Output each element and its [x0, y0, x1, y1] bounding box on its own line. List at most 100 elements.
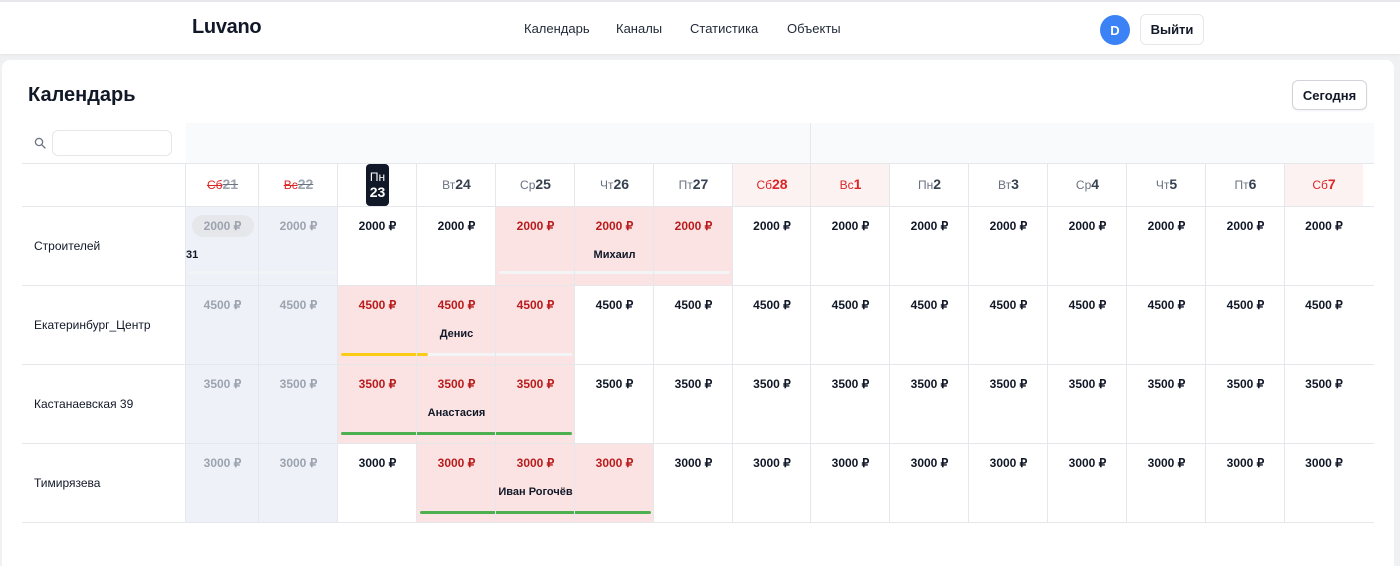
- day-cell[interactable]: 4500 ₽: [186, 286, 259, 364]
- cell-price: 2000 ₽: [1068, 219, 1107, 233]
- day-cell[interactable]: 3000 ₽: [890, 444, 969, 522]
- day-cell[interactable]: 2000 ₽: [811, 207, 890, 285]
- nav-properties[interactable]: Объекты: [787, 21, 841, 36]
- day-label: Пт27: [679, 176, 709, 194]
- booking-guest-name[interactable]: Анастасия: [427, 407, 486, 419]
- day-cell[interactable]: 4500 ₽: [654, 286, 733, 364]
- grid-line: [495, 163, 496, 523]
- today-button[interactable]: Сегодня: [1292, 80, 1367, 110]
- day-cell[interactable]: 4500 ₽: [417, 286, 496, 364]
- day-cell[interactable]: 4500 ₽: [733, 286, 811, 364]
- day-cell[interactable]: 3500 ₽: [1048, 365, 1127, 443]
- room-name[interactable]: Строителей: [34, 239, 101, 253]
- day-cell[interactable]: 3000 ₽: [417, 444, 496, 522]
- day-header: Ср4: [1048, 163, 1127, 207]
- grid-line: [889, 163, 890, 523]
- nav-channels[interactable]: Каналы: [616, 21, 663, 36]
- day-cell[interactable]: 2000 ₽: [417, 207, 496, 285]
- search-input[interactable]: [52, 130, 172, 156]
- day-cell[interactable]: 3500 ₽: [733, 365, 811, 443]
- day-cell[interactable]: 3000 ₽: [1206, 444, 1285, 522]
- day-cell[interactable]: 3000 ₽: [259, 444, 338, 522]
- day-cell[interactable]: 3000 ₽: [496, 444, 575, 522]
- day-cell[interactable]: 2000 ₽: [1285, 207, 1363, 285]
- day-cell[interactable]: 2000 ₽: [338, 207, 417, 285]
- day-cell[interactable]: 3500 ₽: [1206, 365, 1285, 443]
- day-cell[interactable]: 3000 ₽: [575, 444, 654, 522]
- day-cell[interactable]: 3000 ₽: [1127, 444, 1206, 522]
- grid-line: [1205, 163, 1206, 523]
- booking-bar[interactable]: [499, 271, 730, 274]
- day-cell[interactable]: 4500 ₽: [969, 286, 1048, 364]
- day-cell[interactable]: 4500 ₽: [1206, 286, 1285, 364]
- cell-price: 4500 ₽: [1068, 298, 1107, 312]
- day-of-week: Вс: [283, 178, 298, 192]
- cell-price: 3500 ₽: [989, 377, 1028, 391]
- day-cell[interactable]: 2000 ₽: [1127, 207, 1206, 285]
- booking-bar[interactable]: [341, 353, 572, 356]
- day-cell[interactable]: 3000 ₽: [733, 444, 811, 522]
- day-cell[interactable]: 3500 ₽: [338, 365, 417, 443]
- day-cell[interactable]: 3000 ₽: [969, 444, 1048, 522]
- day-cell[interactable]: 4500 ₽: [890, 286, 969, 364]
- booking-guest-name[interactable]: Денис: [439, 328, 474, 340]
- day-cell[interactable]: 3500 ₽: [1127, 365, 1206, 443]
- day-cell[interactable]: 2000 ₽: [733, 207, 811, 285]
- day-cell[interactable]: 3500 ₽: [654, 365, 733, 443]
- day-cell[interactable]: 3500 ₽: [186, 365, 259, 443]
- grid-line: [185, 163, 186, 523]
- day-cell[interactable]: 3500 ₽: [969, 365, 1048, 443]
- avatar[interactable]: D: [1100, 15, 1130, 45]
- day-cell[interactable]: 3000 ₽: [186, 444, 259, 522]
- booking-guest-name[interactable]: Иван Рогочёв: [498, 486, 573, 498]
- day-cell[interactable]: 3000 ₽: [811, 444, 890, 522]
- logout-button[interactable]: Выйти: [1140, 14, 1204, 45]
- day-cell[interactable]: 3500 ₽: [811, 365, 890, 443]
- day-cell[interactable]: 4500 ₽: [259, 286, 338, 364]
- day-cell[interactable]: 3500 ₽: [1285, 365, 1363, 443]
- cell-price: 2000 ₽: [1305, 219, 1343, 233]
- day-number: 24: [455, 176, 471, 192]
- day-cell[interactable]: 4500 ₽: [1127, 286, 1206, 364]
- booking-bar[interactable]: [420, 511, 651, 514]
- day-cell[interactable]: 2000 ₽: [890, 207, 969, 285]
- nav-calendar[interactable]: Календарь: [524, 21, 590, 36]
- day-cell[interactable]: 3000 ₽: [654, 444, 733, 522]
- day-cell[interactable]: 3500 ₽: [890, 365, 969, 443]
- day-cell[interactable]: 3000 ₽: [1048, 444, 1127, 522]
- nav-statistics[interactable]: Статистика: [690, 21, 759, 36]
- room-name[interactable]: Тимирязева: [34, 476, 101, 490]
- cell-price: 2000 ₽: [437, 219, 476, 233]
- grid-line: [22, 364, 1374, 365]
- day-of-week: Пт: [678, 178, 693, 192]
- day-cell[interactable]: 4500 ₽: [496, 286, 575, 364]
- day-cell[interactable]: 4500 ₽: [338, 286, 417, 364]
- day-cell[interactable]: 4500 ₽: [575, 286, 654, 364]
- room-name[interactable]: Екатеринбург_Центр: [34, 318, 151, 332]
- day-cell[interactable]: 2000 ₽: [969, 207, 1048, 285]
- day-label: Ср4: [1076, 176, 1099, 194]
- room-name[interactable]: Кастанаевская 39: [34, 397, 134, 411]
- today-marker: Пн 23: [366, 164, 389, 206]
- day-cell[interactable]: 3500 ₽: [496, 365, 575, 443]
- day-cell[interactable]: 3500 ₽: [575, 365, 654, 443]
- day-cell[interactable]: 4500 ₽: [1285, 286, 1363, 364]
- booking-guest-name[interactable]: 31: [186, 249, 199, 261]
- booking-guest-name[interactable]: Михаил: [593, 249, 636, 261]
- app-logo[interactable]: Luvano: [192, 16, 262, 38]
- day-number: 23: [369, 183, 386, 200]
- day-cell[interactable]: 3500 ₽: [417, 365, 496, 443]
- day-cell[interactable]: 3500 ₽: [259, 365, 338, 443]
- booking-bar[interactable]: [341, 432, 572, 435]
- day-cell[interactable]: 2000 ₽: [1206, 207, 1285, 285]
- day-cell[interactable]: 4500 ₽: [811, 286, 890, 364]
- day-cell[interactable]: 3000 ₽: [338, 444, 417, 522]
- day-header: Вс1: [811, 163, 890, 207]
- cell-price: 3000 ₽: [674, 456, 713, 470]
- cell-price: 3500 ₽: [1305, 377, 1343, 391]
- booking-bar[interactable]: [189, 271, 335, 274]
- day-cell[interactable]: 4500 ₽: [1048, 286, 1127, 364]
- day-cell[interactable]: 3000 ₽: [1285, 444, 1363, 522]
- day-cell[interactable]: 2000 ₽: [1048, 207, 1127, 285]
- cell-price: 3000 ₽: [595, 456, 634, 470]
